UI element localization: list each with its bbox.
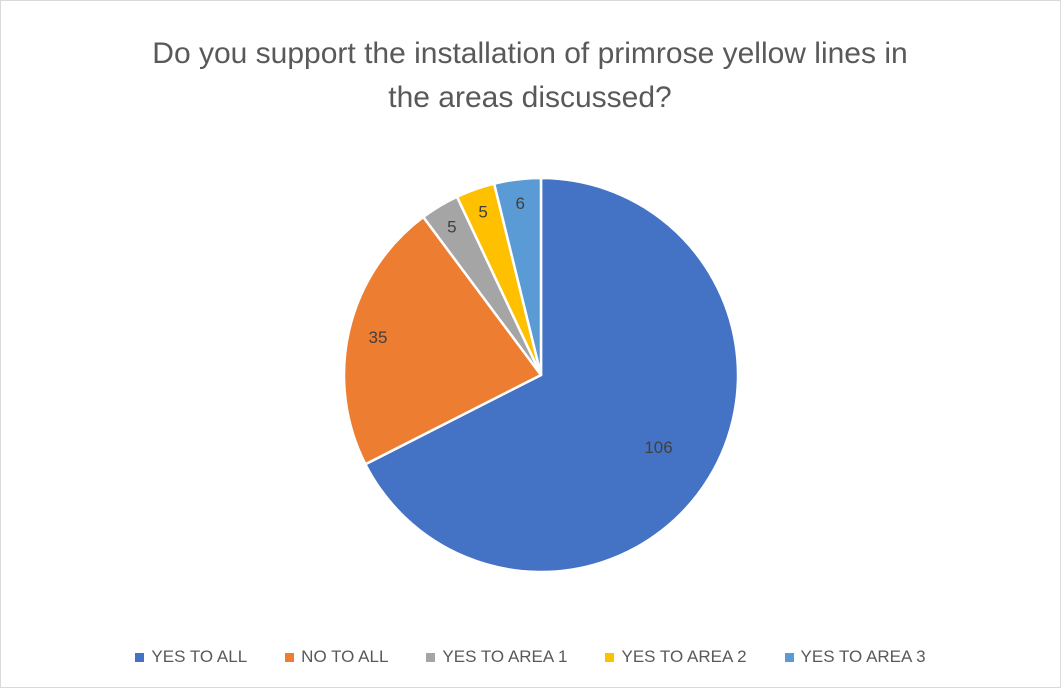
legend-swatch — [605, 652, 615, 662]
pie-slice-yes-to-area-3 — [492, 176, 543, 377]
legend-item-yes-to-area-2: YES TO AREA 2 — [605, 646, 747, 668]
legend-swatch — [784, 652, 794, 662]
legend-item-no-to-all: NO TO ALL — [285, 646, 388, 668]
chart-title: Do you support the installation of primr… — [152, 37, 908, 114]
data-label: 6 — [516, 194, 525, 213]
data-label: 5 — [447, 217, 456, 236]
legend-swatch — [135, 652, 145, 662]
data-label: 106 — [644, 438, 672, 457]
legend-label: YES TO ALL — [151, 647, 248, 666]
legend-swatch — [285, 652, 295, 662]
legend-item-yes-to-all: YES TO ALL — [135, 646, 247, 668]
pie-slice-yes-to-all — [364, 176, 740, 574]
legend-item-yes-to-area-3: YES TO AREA 3 — [784, 646, 926, 668]
legend-label: NO TO ALL — [301, 647, 389, 666]
legend-label: YES TO AREA 2 — [621, 647, 747, 666]
legend-swatch — [426, 652, 436, 662]
data-label: 35 — [369, 328, 388, 347]
legend-item-yes-to-area-1: YES TO AREA 1 — [426, 646, 567, 668]
legend: YES TO ALL NO TO ALL YES TO AREA 1 YES T… — [0, 646, 1061, 668]
data-label: 5 — [478, 203, 487, 222]
pie-slice-no-to-all — [342, 215, 543, 466]
legend-label: YES TO AREA 1 — [442, 647, 568, 666]
legend-label: YES TO AREA 3 — [800, 647, 926, 666]
